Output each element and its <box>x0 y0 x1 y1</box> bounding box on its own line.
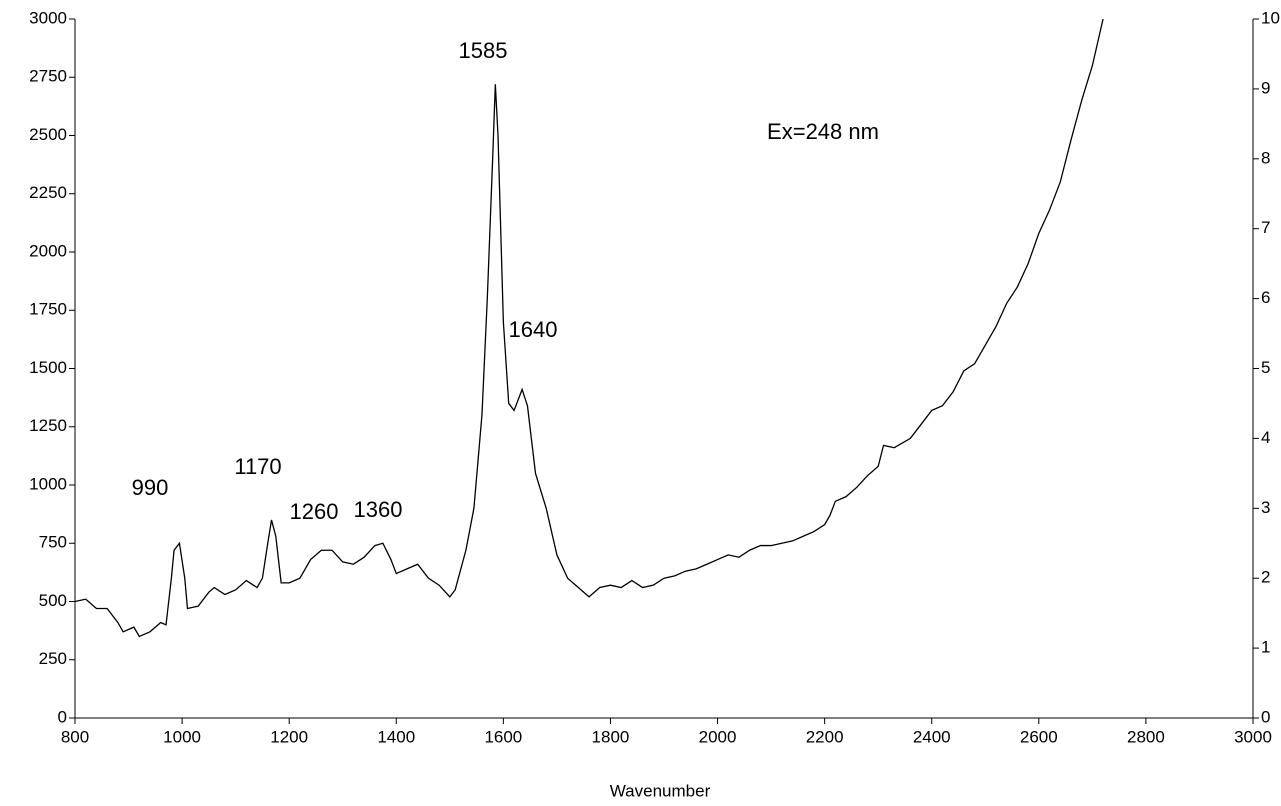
y-tick-label: 750 <box>39 533 67 552</box>
x-tick-label: 1200 <box>270 727 308 746</box>
y-tick-label: 500 <box>39 591 67 610</box>
x-tick-label: 2000 <box>699 727 737 746</box>
y-tick-label: 3000 <box>29 8 67 27</box>
spectrum-line <box>74 18 1104 638</box>
y2-tick-label: 0 <box>1261 707 1270 726</box>
annotation: 1640 <box>509 317 558 342</box>
y-tick-label: 1750 <box>29 300 67 319</box>
x-tick-label: 2400 <box>913 727 951 746</box>
y2-tick-label: 4 <box>1261 428 1270 447</box>
x-axis-label: Wavenumber <box>610 781 711 800</box>
y-tick-label: 1250 <box>29 416 67 435</box>
y-tick-label: 2000 <box>29 241 67 260</box>
x-tick-label: 800 <box>61 727 89 746</box>
y-tick-label: 1000 <box>29 474 67 493</box>
annotation: 1170 <box>234 454 281 479</box>
x-tick-label: 3000 <box>1234 727 1272 746</box>
y2-tick-label: 7 <box>1261 218 1270 237</box>
y2-tick-label: 3 <box>1261 498 1270 517</box>
x-tick-label: 1600 <box>484 727 522 746</box>
y-tick-label: 1500 <box>29 358 67 377</box>
y-tick-label: 250 <box>39 649 67 668</box>
x-tick-label: 1000 <box>163 727 201 746</box>
y-tick-label: 0 <box>58 707 67 726</box>
y2-tick-label: 10 <box>1261 8 1280 27</box>
y2-tick-label: 2 <box>1261 568 1270 587</box>
annotation: 990 <box>132 475 169 500</box>
y-tick-label: 2250 <box>29 183 67 202</box>
y2-tick-label: 1 <box>1261 638 1270 657</box>
x-tick-label: 1800 <box>592 727 630 746</box>
y2-tick-label: 6 <box>1261 288 1270 307</box>
annotation: 1260 <box>290 499 339 524</box>
y-tick-label: 2500 <box>29 125 67 144</box>
x-tick-label: 2600 <box>1020 727 1058 746</box>
annotation: 1360 <box>354 497 403 522</box>
y-tick-label: 2750 <box>29 67 67 86</box>
x-tick-label: 2800 <box>1127 727 1165 746</box>
x-tick-label: 1400 <box>377 727 415 746</box>
y2-tick-label: 9 <box>1261 78 1270 97</box>
annotation: 1585 <box>459 38 508 63</box>
y2-tick-label: 5 <box>1261 358 1270 377</box>
annotation: Ex=248 nm <box>767 119 879 144</box>
x-tick-label: 2200 <box>806 727 844 746</box>
y2-tick-label: 8 <box>1261 148 1270 167</box>
